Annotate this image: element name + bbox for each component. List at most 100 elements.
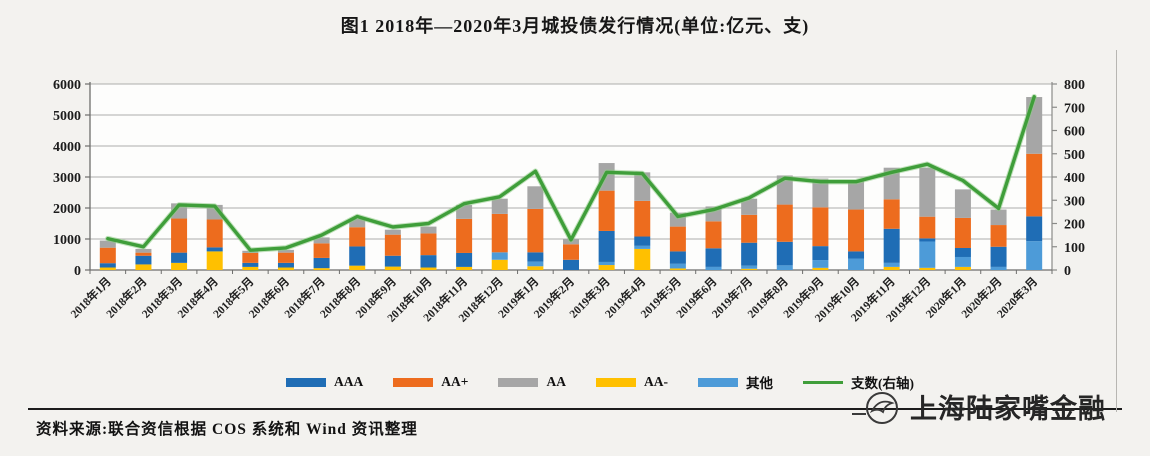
bar-segment-AA+: [776, 204, 793, 242]
bar-segment-AA: [990, 209, 1007, 226]
bar-segment-AA: [527, 186, 544, 209]
bar-segment-AA+: [812, 207, 829, 247]
legend-label: AAA: [334, 374, 364, 389]
document-border: [1116, 50, 1117, 412]
bar-segment-AA-: [313, 268, 330, 270]
left-axis-tick-label: 3000: [53, 171, 81, 186]
bar-segment-AA+: [741, 214, 758, 243]
bar-segment-AA+: [242, 252, 259, 263]
bar-segment-其他: [990, 266, 1007, 270]
bar-segment-AAA: [848, 251, 865, 259]
bar-segment-AA+: [171, 218, 188, 253]
bar-segment-AAA: [420, 255, 437, 268]
bar-segment-AA+: [990, 225, 1007, 247]
legend-item-AA: AA: [498, 374, 566, 390]
left-axis-tick-label: 4000: [53, 140, 81, 155]
bar-segment-AA-: [954, 266, 971, 270]
bar-segment-AA+: [883, 199, 900, 229]
left-axis-tick-label: 2000: [53, 202, 81, 217]
bar-segment-其他: [634, 245, 651, 249]
bar-segment-AA: [384, 229, 401, 235]
bar-segment-AA: [420, 226, 437, 234]
bar-segment-AAA: [990, 246, 1007, 267]
source-text: 资料来源:联合资信根据 COS 系统和 Wind 资讯整理: [36, 421, 418, 438]
legend-label: AA+: [441, 374, 469, 389]
bar-segment-其他: [527, 261, 544, 267]
bar-segment-AA: [491, 198, 508, 214]
right-axis-tick-label: 800: [1064, 78, 1085, 93]
left-axis-tick-label: 5000: [53, 109, 81, 124]
legend-item-AA-: AA-: [595, 374, 668, 390]
bar-segment-AA-: [527, 266, 544, 270]
legend-color-swatch: [498, 377, 539, 387]
bar-segment-AA+: [349, 227, 366, 247]
bar-segment-AA-: [99, 267, 116, 270]
bar-segment-AA+: [99, 247, 116, 264]
bar-segment-AAA: [776, 241, 793, 266]
legend-label: 支数(右轴): [850, 376, 914, 391]
bar-segment-AA-: [812, 267, 829, 270]
bar-segment-AA-: [349, 265, 366, 270]
bar-segment-AAA: [669, 251, 686, 264]
bar-segment-AA+: [313, 243, 330, 258]
bar-segment-AAA: [384, 255, 401, 267]
bar-segment-其他: [598, 261, 615, 266]
bar-segment-AAA: [206, 247, 223, 252]
legend-item-支数(右轴): 支数(右轴): [802, 372, 914, 392]
bar-segment-AA+: [384, 234, 401, 256]
chart-title: 图1 2018年—2020年3月城投债发行情况(单位:亿元、支): [340, 16, 810, 36]
right-axis-tick-label: 100: [1064, 241, 1085, 256]
right-axis-tick-label: 400: [1064, 171, 1085, 186]
line-series: [106, 95, 1036, 252]
right-axis-tick-label: 200: [1064, 218, 1085, 233]
bar-segment-AA+: [634, 200, 651, 237]
bar-segment-AAA: [1026, 216, 1043, 242]
legend-color-swatch: [286, 377, 327, 387]
bar-segment-AA: [954, 189, 971, 218]
bar-segment-AAA: [812, 246, 829, 261]
bar-segment-AA+: [277, 252, 294, 263]
bar-segment-AAA: [919, 238, 936, 242]
legend-item-AA+: AA+: [393, 374, 468, 390]
right-axis-tick-label: 600: [1064, 125, 1085, 140]
bar-segment-AA: [812, 178, 829, 208]
bar-segment-AA-: [171, 262, 188, 270]
bar-segment-AA: [741, 198, 758, 215]
logo-icon: [852, 392, 898, 424]
bar-segment-AAA: [456, 252, 473, 267]
bar-segment-AAA: [242, 262, 259, 267]
right-axis-tick-label: 700: [1064, 101, 1085, 116]
left-axis-tick-label: 0: [74, 264, 81, 279]
bar-segment-AA+: [705, 221, 722, 249]
right-axis-tick-label: 500: [1064, 148, 1085, 163]
bar-segment-AA: [313, 237, 330, 244]
bar-segment-AAA: [527, 252, 544, 262]
bar-segment-其他: [919, 241, 936, 268]
legend-item-AAA: AAA: [286, 374, 363, 390]
bar-segment-AA: [349, 218, 366, 228]
bar-segment-其他: [1026, 241, 1043, 270]
bar-segment-AA-: [277, 267, 294, 270]
bar-segment-AA-: [242, 266, 259, 270]
bar-segment-AA: [99, 240, 116, 248]
bar-segment-AAA: [705, 248, 722, 267]
legend-color-swatch: [595, 377, 636, 387]
bar-segment-AA+: [456, 218, 473, 253]
left-axis-tick-label: 6000: [53, 78, 81, 93]
bar-segment-AA-: [741, 268, 758, 270]
logo-text: 上海陆家嘴金融: [910, 393, 1106, 424]
legend-label: AA-: [643, 374, 668, 389]
bar-segment-其他: [705, 266, 722, 270]
bar-segment-AA+: [206, 219, 223, 248]
bar-segment-AA-: [420, 267, 437, 270]
bar-segment-AA+: [420, 233, 437, 256]
bar-segment-AA+: [527, 208, 544, 253]
bar-segment-AA+: [135, 252, 152, 256]
bar-segment-AA+: [954, 217, 971, 248]
bar-segment-AA-: [598, 265, 615, 270]
chart-legend: AAA AA+ AA AA- 其他 支数(右轴): [150, 372, 1050, 392]
bar-segment-AAA: [634, 236, 651, 246]
bar-segment-AA-: [634, 248, 651, 270]
bar-segment-AAA: [563, 259, 579, 270]
